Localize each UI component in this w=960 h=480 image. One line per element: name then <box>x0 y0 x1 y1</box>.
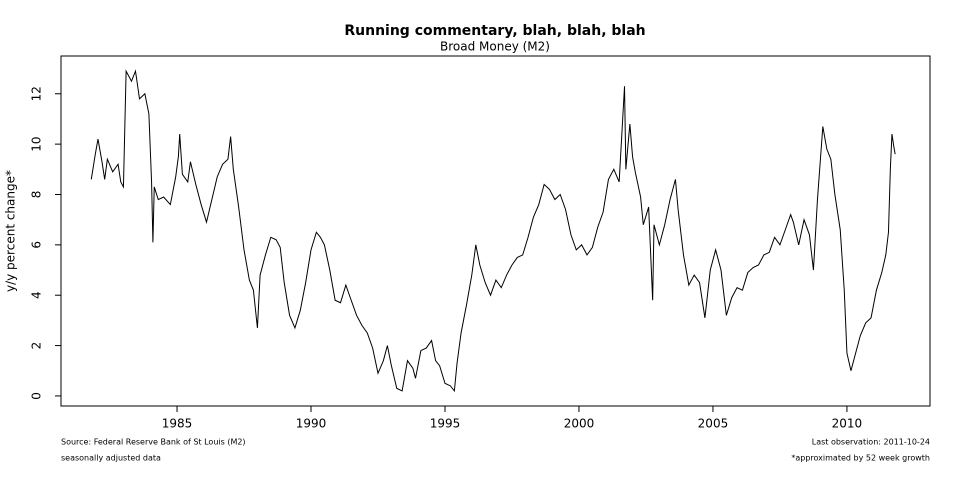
x-tick-label: 2005 <box>698 417 729 431</box>
chart-title: Running commentary, blah, blah, blah <box>344 23 645 39</box>
source-note: Source: Federal Reserve Bank of St Louis… <box>61 438 246 447</box>
y-tick-label: 0 <box>30 392 44 400</box>
y-tick-label: 12 <box>30 86 44 101</box>
y-tick-label: 6 <box>30 241 44 249</box>
x-tick-label: 1995 <box>430 417 461 431</box>
last-observation-note: Last observation: 2011-10-24 <box>812 438 930 447</box>
y-tick-label: 8 <box>30 191 44 199</box>
plot-frame <box>60 55 931 407</box>
data-line <box>90 69 896 393</box>
x-tick-label: 1990 <box>296 417 327 431</box>
x-tick-label: 2010 <box>832 417 863 431</box>
x-tick-label: 2000 <box>564 417 595 431</box>
y-tick-label: 4 <box>30 291 44 299</box>
y-tick-label: 10 <box>30 136 44 151</box>
x-tick-label: 1985 <box>162 417 193 431</box>
y-tick-label: 2 <box>30 342 44 350</box>
adjustment-note: seasonally adjusted data <box>61 454 161 463</box>
footnote: *approximated by 52 week growth <box>791 454 930 463</box>
chart-subtitle: Broad Money (M2) <box>440 40 550 54</box>
y-axis-label: y/y percent change* <box>4 170 18 292</box>
